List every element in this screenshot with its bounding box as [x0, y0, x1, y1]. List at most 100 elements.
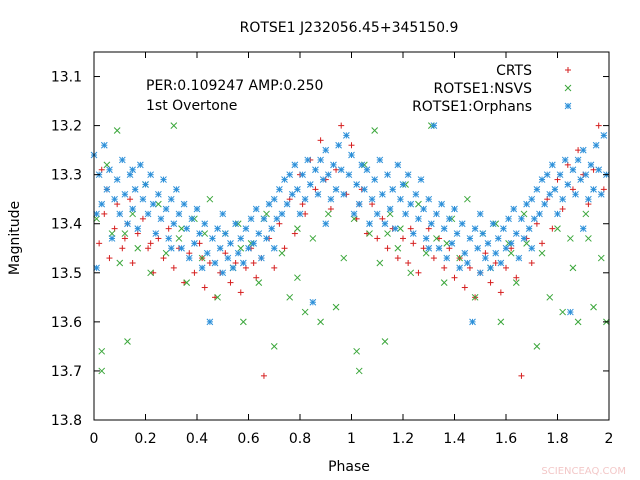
data-point: [93, 215, 100, 223]
data-point: [93, 264, 100, 272]
data-point: [422, 249, 430, 257]
data-point: [270, 195, 278, 203]
data-point: [129, 259, 136, 266]
data-point: [124, 220, 131, 228]
data-point: [255, 230, 263, 237]
data-point: [512, 230, 520, 237]
period-annotation: PER:0.109247 AMP:0.250: [146, 78, 323, 94]
data-point: [309, 298, 317, 306]
data-point: [301, 195, 309, 203]
data-point: [384, 245, 391, 252]
data-point: [497, 259, 505, 267]
data-point: [575, 147, 582, 154]
data-point: [405, 259, 412, 266]
data-point: [582, 210, 590, 218]
data-point: [443, 254, 451, 262]
data-point: [528, 259, 535, 266]
data-point: [551, 186, 559, 193]
data-point: [425, 244, 433, 252]
data-point: [191, 240, 198, 247]
data-point: [515, 254, 523, 262]
data-point: [548, 161, 556, 169]
data-point: [590, 186, 597, 193]
data-point: [503, 264, 509, 271]
data-point: [546, 190, 554, 198]
data-point: [145, 245, 152, 252]
data-point: [273, 215, 281, 223]
data-point: [487, 279, 494, 286]
data-point: [152, 230, 160, 237]
data-point: [227, 240, 234, 247]
data-point: [425, 195, 433, 203]
data-point: [216, 244, 224, 252]
y-tick-label: 13.7: [51, 364, 82, 380]
data-point: [533, 343, 541, 350]
data-points: [90, 122, 610, 379]
y-tick-label: 13.3: [51, 168, 82, 184]
data-point: [299, 171, 306, 179]
data-point: [389, 186, 397, 193]
data-point: [337, 166, 345, 174]
data-point: [157, 215, 165, 223]
data-point: [528, 195, 536, 203]
data-point: [245, 244, 252, 252]
data-point: [376, 259, 384, 267]
data-point: [469, 318, 476, 326]
series-2: [90, 122, 610, 326]
data-point: [332, 303, 340, 311]
data-point: [183, 225, 191, 232]
data-point: [98, 347, 106, 355]
data-point: [523, 240, 530, 247]
data-point: [507, 240, 515, 247]
data-point: [577, 176, 585, 183]
x-tick-label: 0.8: [289, 431, 311, 447]
data-point: [96, 240, 103, 247]
data-point: [484, 240, 492, 247]
data-point: [433, 235, 440, 242]
data-point: [363, 166, 371, 174]
data-point: [108, 235, 116, 242]
data-point: [288, 190, 296, 198]
x-tick-label: 0.6: [237, 431, 259, 447]
data-point: [371, 176, 379, 183]
data-point: [582, 171, 590, 179]
data-point: [394, 255, 401, 262]
data-point: [381, 220, 389, 228]
data-point: [252, 205, 260, 213]
data-point: [386, 210, 394, 218]
data-point: [180, 200, 188, 208]
data-point: [121, 235, 128, 242]
data-point: [116, 210, 124, 218]
data-point: [108, 230, 116, 237]
data-point: [394, 244, 402, 252]
data-point: [556, 171, 564, 179]
data-point: [214, 293, 221, 301]
chart-title: ROTSE1 J232056.45+345150.9: [240, 20, 459, 36]
data-point: [538, 176, 546, 183]
data-point: [119, 245, 126, 252]
data-point: [430, 122, 438, 129]
data-point: [206, 318, 214, 326]
data-point: [456, 254, 464, 262]
watermark: SCIENCEAQ.COM: [541, 466, 626, 477]
data-point: [191, 269, 198, 276]
data-point: [520, 235, 528, 242]
data-point: [554, 225, 561, 232]
data-point: [384, 171, 391, 179]
data-point: [229, 264, 237, 272]
data-point: [569, 166, 577, 174]
data-point: [350, 215, 358, 223]
data-point: [294, 225, 301, 232]
data-point: [276, 186, 283, 193]
data-point: [103, 186, 111, 193]
data-point: [206, 195, 214, 203]
data-point: [489, 220, 497, 228]
data-point: [445, 215, 453, 223]
data-point: [237, 244, 245, 252]
x-tick-labels: 0 0.2 0.4 0.6 0.8 1 1.2 1.4 1.6 1.8 2: [90, 431, 614, 447]
data-point: [600, 132, 608, 139]
data-point: [574, 156, 582, 164]
data-point: [574, 318, 582, 326]
data-point: [175, 235, 183, 242]
